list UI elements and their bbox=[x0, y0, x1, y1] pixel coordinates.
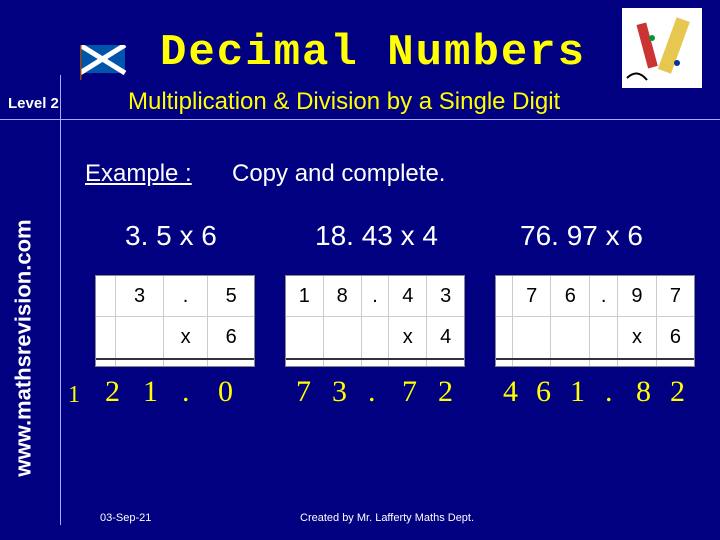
work-table-2: 1 8 . 4 3 x 4 bbox=[286, 276, 464, 366]
ans3-d4: 8 bbox=[636, 375, 651, 409]
example-label: Example : bbox=[85, 160, 192, 188]
ans3-d3: . bbox=[605, 375, 613, 409]
work-table-1: 3 . 5 x 6 bbox=[96, 276, 254, 366]
ans3-d2: 1 bbox=[570, 375, 585, 409]
ans2-d3: 7 bbox=[402, 375, 417, 409]
ans3-d1: 6 bbox=[536, 375, 551, 409]
website-text: www.mathsrevision.com bbox=[11, 219, 37, 476]
problem-3-expr: 76. 97 x 6 bbox=[520, 220, 643, 252]
ans1-d2: . bbox=[182, 375, 190, 409]
corner-illustration bbox=[622, 8, 702, 88]
footer-date: 03-Sep-21 bbox=[100, 512, 151, 524]
workbox-2: 1 8 . 4 3 x 4 bbox=[285, 275, 465, 367]
scotland-flag-icon bbox=[80, 45, 130, 80]
carry-1: 1 bbox=[68, 382, 80, 409]
level-label: Level 2 bbox=[8, 95, 59, 112]
ans2-d2: . bbox=[368, 375, 376, 409]
ans3-d5: 2 bbox=[670, 375, 685, 409]
ans1-d0: 2 bbox=[105, 375, 120, 409]
work-table-3: 7 6 . 9 7 x 6 bbox=[496, 276, 694, 366]
page-subtitle: Multiplication & Division by a Single Di… bbox=[128, 88, 560, 116]
page-title: Decimal Numbers bbox=[160, 28, 586, 78]
ans2-d1: 3 bbox=[332, 375, 347, 409]
ans1-d1: 1 bbox=[143, 375, 158, 409]
example-text: Copy and complete. bbox=[232, 160, 445, 188]
horizontal-divider bbox=[0, 119, 720, 120]
problem-1-expr: 3. 5 x 6 bbox=[125, 220, 217, 252]
workbox-3: 7 6 . 9 7 x 6 bbox=[495, 275, 695, 367]
problem-2-expr: 18. 43 x 4 bbox=[315, 220, 438, 252]
ans2-d0: 7 bbox=[296, 375, 311, 409]
footer-credit: Created by Mr. Lafferty Maths Dept. bbox=[300, 512, 474, 524]
ans1-d3: 0 bbox=[218, 375, 233, 409]
workbox-1: 3 . 5 x 6 bbox=[95, 275, 255, 367]
vertical-divider bbox=[60, 75, 61, 525]
ans3-d0: 4 bbox=[503, 375, 518, 409]
ans2-d4: 2 bbox=[438, 375, 453, 409]
